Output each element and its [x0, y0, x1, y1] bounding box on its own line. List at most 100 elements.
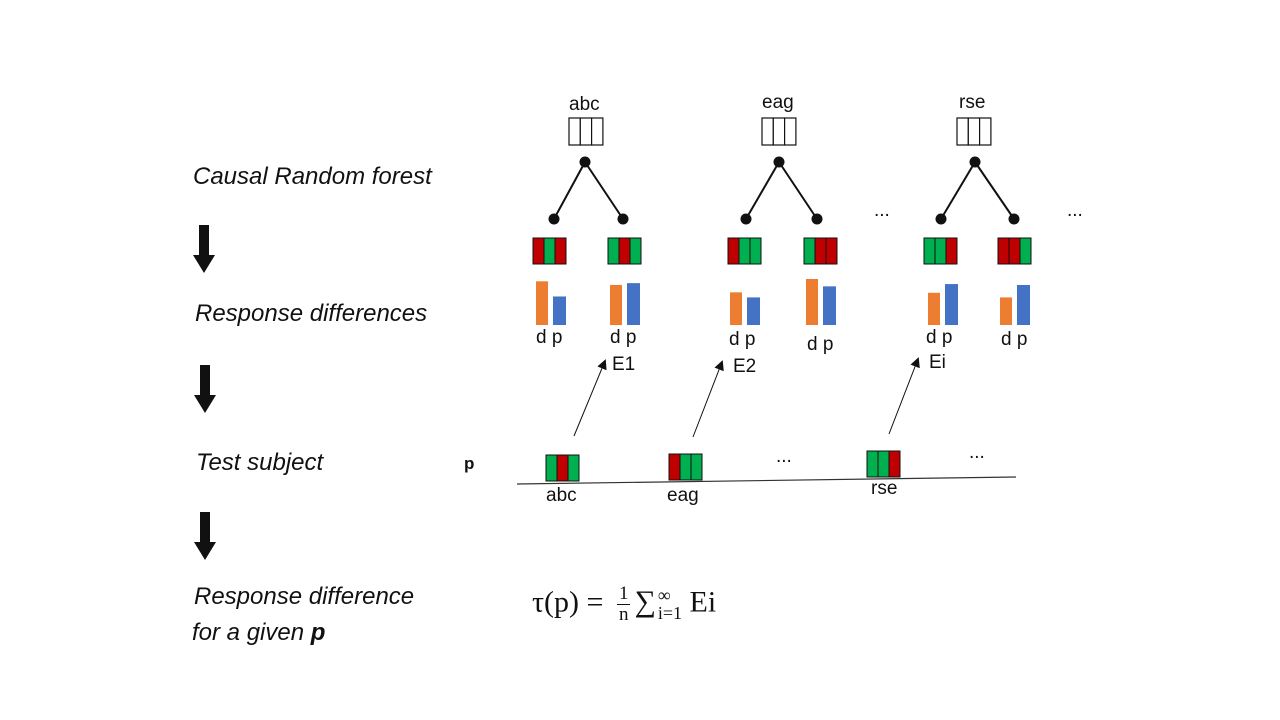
- sum-symbol: ∑: [634, 585, 656, 619]
- tree-name-eag: eag: [762, 92, 794, 113]
- strip-cell: [567, 454, 580, 482]
- strip-cell: [545, 454, 558, 482]
- feature-box-cell: [967, 117, 981, 146]
- feature-box-cell: [772, 117, 786, 146]
- step-given-label-line1: Response difference: [194, 583, 415, 610]
- strip-cell: [1008, 237, 1021, 265]
- down-arrow-icon: [193, 225, 215, 273]
- test-subject-var: p: [464, 454, 475, 473]
- feature-label-abc: abc: [546, 485, 577, 506]
- bar-p: [747, 297, 760, 325]
- tree-edge: [940, 161, 976, 220]
- leaf-dp-label: d p: [807, 334, 834, 355]
- leaf-strip: [803, 237, 838, 265]
- strip-cell: [679, 453, 692, 481]
- bar-d: [1000, 297, 1012, 325]
- bar-p: [553, 296, 566, 325]
- strip-cell: [554, 237, 567, 265]
- strip-cell: [556, 454, 569, 482]
- leaf-node: [811, 213, 823, 225]
- formula-lhs: τ(p) =: [532, 585, 611, 619]
- strip-cell: [866, 450, 879, 478]
- leaf-dp-label: d p: [610, 327, 637, 348]
- strip-cell: [825, 237, 838, 265]
- feature-box-cell: [579, 117, 593, 146]
- strip-cell: [727, 237, 740, 265]
- strip-cell: [803, 237, 816, 265]
- decision-tree: [923, 117, 1032, 265]
- tree-edge: [584, 161, 624, 220]
- pointer-arrow: [888, 357, 920, 435]
- pointer-arrow: [692, 360, 724, 438]
- strip-cell: [690, 453, 703, 481]
- leaf-node: [1008, 213, 1020, 225]
- feature-label-rse: rse: [871, 478, 898, 499]
- step-given-label-line2: for a given p: [192, 619, 325, 647]
- feature-box-cell: [978, 117, 992, 146]
- formula-term: Ei: [682, 585, 717, 619]
- ellipsis: ...: [1067, 200, 1083, 221]
- strip-cell: [814, 237, 827, 265]
- test-baseline: [516, 476, 1017, 485]
- strip-cell: [668, 453, 681, 481]
- step-test-label: Test subject: [196, 449, 324, 476]
- leaf-dp-label: d p: [926, 327, 953, 348]
- ellipsis: ...: [969, 442, 985, 463]
- root-node: [969, 156, 981, 168]
- leaf-node: [617, 213, 629, 225]
- root-node: [773, 156, 785, 168]
- subject-strip-rse: [866, 450, 901, 478]
- given-prefix: for a given: [192, 619, 311, 646]
- tree-edge: [778, 161, 818, 220]
- feature-box-cell: [568, 117, 581, 146]
- decision-tree: [727, 117, 838, 265]
- feature-box-cell: [761, 117, 774, 146]
- bar-d: [610, 284, 622, 325]
- strip-cell: [1019, 237, 1032, 265]
- feature-box-cell: [590, 117, 604, 146]
- leaf-strip: [997, 237, 1032, 265]
- leaf-strip: [607, 237, 642, 265]
- leaf-dp-label: d p: [729, 329, 756, 350]
- tree-layer: [532, 117, 1032, 265]
- bar-p: [945, 284, 958, 325]
- subject-strip-eag: [668, 453, 703, 481]
- fraction-denominator: n: [618, 603, 629, 625]
- bar-d: [806, 279, 818, 325]
- strip-cell: [888, 450, 901, 478]
- step-forest-label: Causal Random forest: [193, 163, 432, 190]
- fraction-numerator: 1: [616, 583, 631, 605]
- given-var: p: [310, 619, 326, 646]
- bar-p: [823, 286, 836, 325]
- bar-d: [730, 292, 742, 325]
- tree-edge: [974, 161, 1015, 220]
- root-node: [579, 156, 591, 168]
- subject-strip-abc: [545, 454, 580, 482]
- leaf-node: [548, 213, 560, 225]
- test-subject-layer: [516, 357, 1017, 485]
- down-arrow-icon: [194, 512, 216, 560]
- leaf-dp-label: d p: [536, 327, 563, 348]
- estimate-e1: E1: [612, 354, 636, 375]
- strip-cell: [607, 237, 620, 265]
- bar-d: [536, 281, 548, 325]
- strip-cell: [923, 237, 936, 265]
- strip-cell: [618, 237, 631, 265]
- strip-cell: [934, 237, 947, 265]
- decision-tree: [532, 117, 642, 265]
- sum-lower: i=1: [657, 603, 683, 624]
- estimate-ei: Ei: [929, 352, 946, 373]
- feature-box-cell: [783, 117, 797, 146]
- leaf-node: [740, 213, 752, 225]
- strip-cell: [629, 237, 642, 265]
- strip-cell: [738, 237, 751, 265]
- bars-layer: [536, 279, 1030, 325]
- ellipsis: ...: [776, 446, 792, 467]
- step-response-label: Response differences: [195, 300, 428, 327]
- tree-edge: [553, 161, 586, 220]
- down-arrow-icon: [194, 365, 216, 413]
- leaf-dp-label: d p: [1001, 329, 1028, 350]
- strip-cell: [749, 237, 762, 265]
